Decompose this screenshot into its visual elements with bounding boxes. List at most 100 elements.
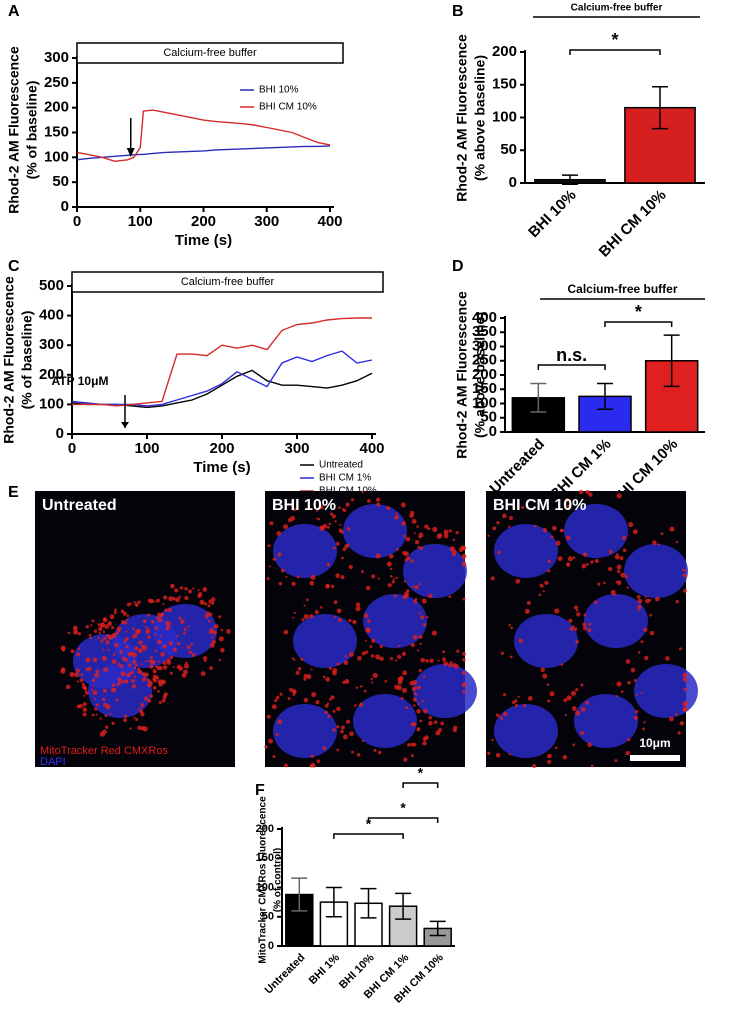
mito-dot	[379, 644, 384, 649]
mito-dot	[379, 656, 384, 661]
mito-dot	[105, 640, 110, 645]
y-tick-label: 250	[44, 74, 69, 91]
mito-dot	[309, 580, 315, 586]
mito-dot	[683, 687, 687, 692]
mito-dot	[495, 713, 500, 717]
mito-dot	[94, 673, 100, 679]
mito-dot	[498, 714, 501, 718]
mito-dot	[448, 663, 453, 668]
error-bar	[325, 886, 342, 918]
mito-dot	[554, 746, 558, 750]
mito-dot	[83, 685, 87, 689]
x-tick-label: 300	[284, 440, 309, 457]
mito-dot	[414, 597, 418, 601]
mito-dot	[669, 526, 675, 532]
mito-dot	[425, 616, 429, 619]
mito-dot	[76, 652, 80, 657]
mito-dot	[102, 655, 106, 659]
mito-dot	[436, 533, 442, 539]
y-tick-label: 250	[472, 352, 497, 369]
significance-label: *	[366, 816, 372, 832]
mito-dot	[279, 692, 283, 696]
mito-dot	[406, 592, 409, 595]
mito-dot	[277, 719, 283, 725]
mito-dot	[324, 704, 329, 708]
mito-dot	[682, 706, 688, 712]
mito-dot	[578, 489, 584, 495]
mito-dot	[349, 731, 354, 737]
mito-dot	[376, 502, 381, 507]
mito-dot	[220, 647, 225, 653]
mito-dot	[169, 671, 173, 675]
mito-dot	[562, 754, 568, 760]
mito-dot	[149, 664, 154, 669]
mito-dot	[132, 659, 137, 664]
mito-dot	[365, 585, 371, 591]
mito-dot	[340, 729, 344, 734]
error-bar	[360, 887, 377, 919]
y-tick-label: 0	[61, 198, 69, 215]
mito-dot	[102, 617, 106, 621]
mito-dot	[587, 742, 592, 748]
mito-dot	[137, 667, 141, 671]
mito-dot	[500, 716, 504, 720]
mito-dot	[340, 575, 345, 580]
mito-dot	[311, 691, 317, 698]
mito-dot	[544, 580, 549, 585]
mito-dot	[174, 588, 179, 593]
mito-dot	[272, 557, 277, 561]
mito-dot	[590, 764, 594, 768]
y-axis-label: (% of control)	[273, 848, 284, 912]
mito-dot	[78, 703, 84, 709]
mito-dot	[367, 499, 371, 503]
mito-dot	[154, 626, 159, 630]
mito-dot	[266, 714, 271, 719]
mito-dot	[264, 745, 268, 749]
mito-dot	[675, 713, 678, 717]
mito-dot	[115, 698, 119, 702]
mito-dot	[117, 680, 122, 685]
mito-dot	[169, 583, 175, 589]
arrow-head	[121, 422, 129, 428]
mito-dot	[442, 650, 445, 654]
mito-dot	[497, 550, 501, 555]
mito-dot	[429, 658, 434, 663]
mito-dot	[134, 602, 139, 607]
mito-dot	[422, 741, 427, 746]
mito-dot	[112, 653, 116, 656]
legend-label: BHI CM 1%	[319, 473, 371, 484]
stain-label: DAPI	[40, 756, 66, 768]
mito-dot	[142, 726, 148, 732]
mito-dot	[167, 607, 172, 613]
mito-dot	[131, 679, 135, 683]
mito-dot	[65, 684, 71, 690]
mito-dot	[370, 677, 373, 681]
mito-dot	[144, 696, 149, 701]
mito-dot	[386, 506, 391, 511]
mito-dot	[361, 651, 366, 656]
significance-bracket	[333, 833, 404, 839]
mito-dot	[587, 628, 592, 633]
mito-dot	[542, 527, 547, 533]
mito-dot	[634, 709, 639, 714]
mito-dot	[532, 764, 537, 768]
mito-dot	[389, 656, 394, 661]
mito-dot	[331, 514, 336, 519]
mito-dot	[310, 754, 314, 758]
mito-dot	[346, 526, 351, 531]
mito-dot	[156, 598, 161, 603]
mito-dot	[296, 575, 300, 579]
significance-bracket	[367, 817, 439, 823]
mito-dot	[526, 600, 531, 605]
mito-dot	[176, 641, 181, 646]
mito-dot	[336, 725, 340, 729]
mito-dot	[141, 645, 146, 649]
mito-dot	[679, 721, 685, 726]
mito-dot	[186, 645, 191, 650]
mito-dot	[145, 660, 149, 663]
mito-dot	[335, 573, 340, 578]
mito-dot	[462, 597, 466, 601]
mito-dot	[649, 599, 652, 602]
mito-dot	[400, 696, 404, 700]
mito-dot	[268, 565, 271, 568]
